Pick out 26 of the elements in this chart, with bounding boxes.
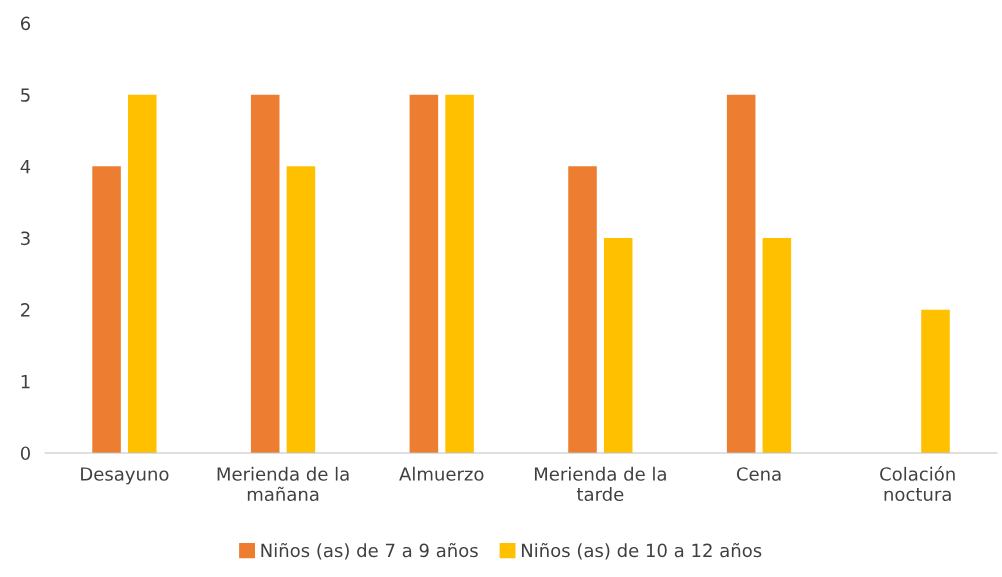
x-tick-label: Cena (736, 467, 781, 481)
y-tick-label: 0 (20, 446, 30, 461)
x-tick-label: Merienda de la tarde (534, 466, 666, 502)
bar (127, 94, 157, 453)
y-tick-label: 1 (21, 375, 30, 389)
bar (286, 166, 316, 453)
y-tick-label: 5 (21, 88, 30, 102)
bar (445, 94, 474, 453)
legend-label: Niños (as) de 7 a 9 años (261, 542, 478, 560)
x-tick-label: Desayuno (81, 467, 169, 485)
y-tick-label: 6 (20, 16, 31, 31)
x-tick-label: Almuerzo (399, 466, 484, 481)
x-tick-label: Merienda de la mañana (217, 466, 349, 502)
bar (762, 238, 792, 453)
bar (409, 94, 439, 453)
y-tick-label: 3 (21, 231, 30, 246)
y-tick-label: 2 (21, 303, 30, 317)
bar (726, 94, 756, 453)
bar (250, 94, 280, 453)
y-tick-label: 4 (20, 160, 31, 174)
bar (921, 309, 950, 453)
legend-label: Niños (as) de 10 a 12 años (521, 542, 762, 560)
bar (568, 166, 597, 453)
x-tick-label: Colación noctura (880, 466, 955, 502)
bar (92, 166, 121, 453)
bar (603, 238, 633, 453)
